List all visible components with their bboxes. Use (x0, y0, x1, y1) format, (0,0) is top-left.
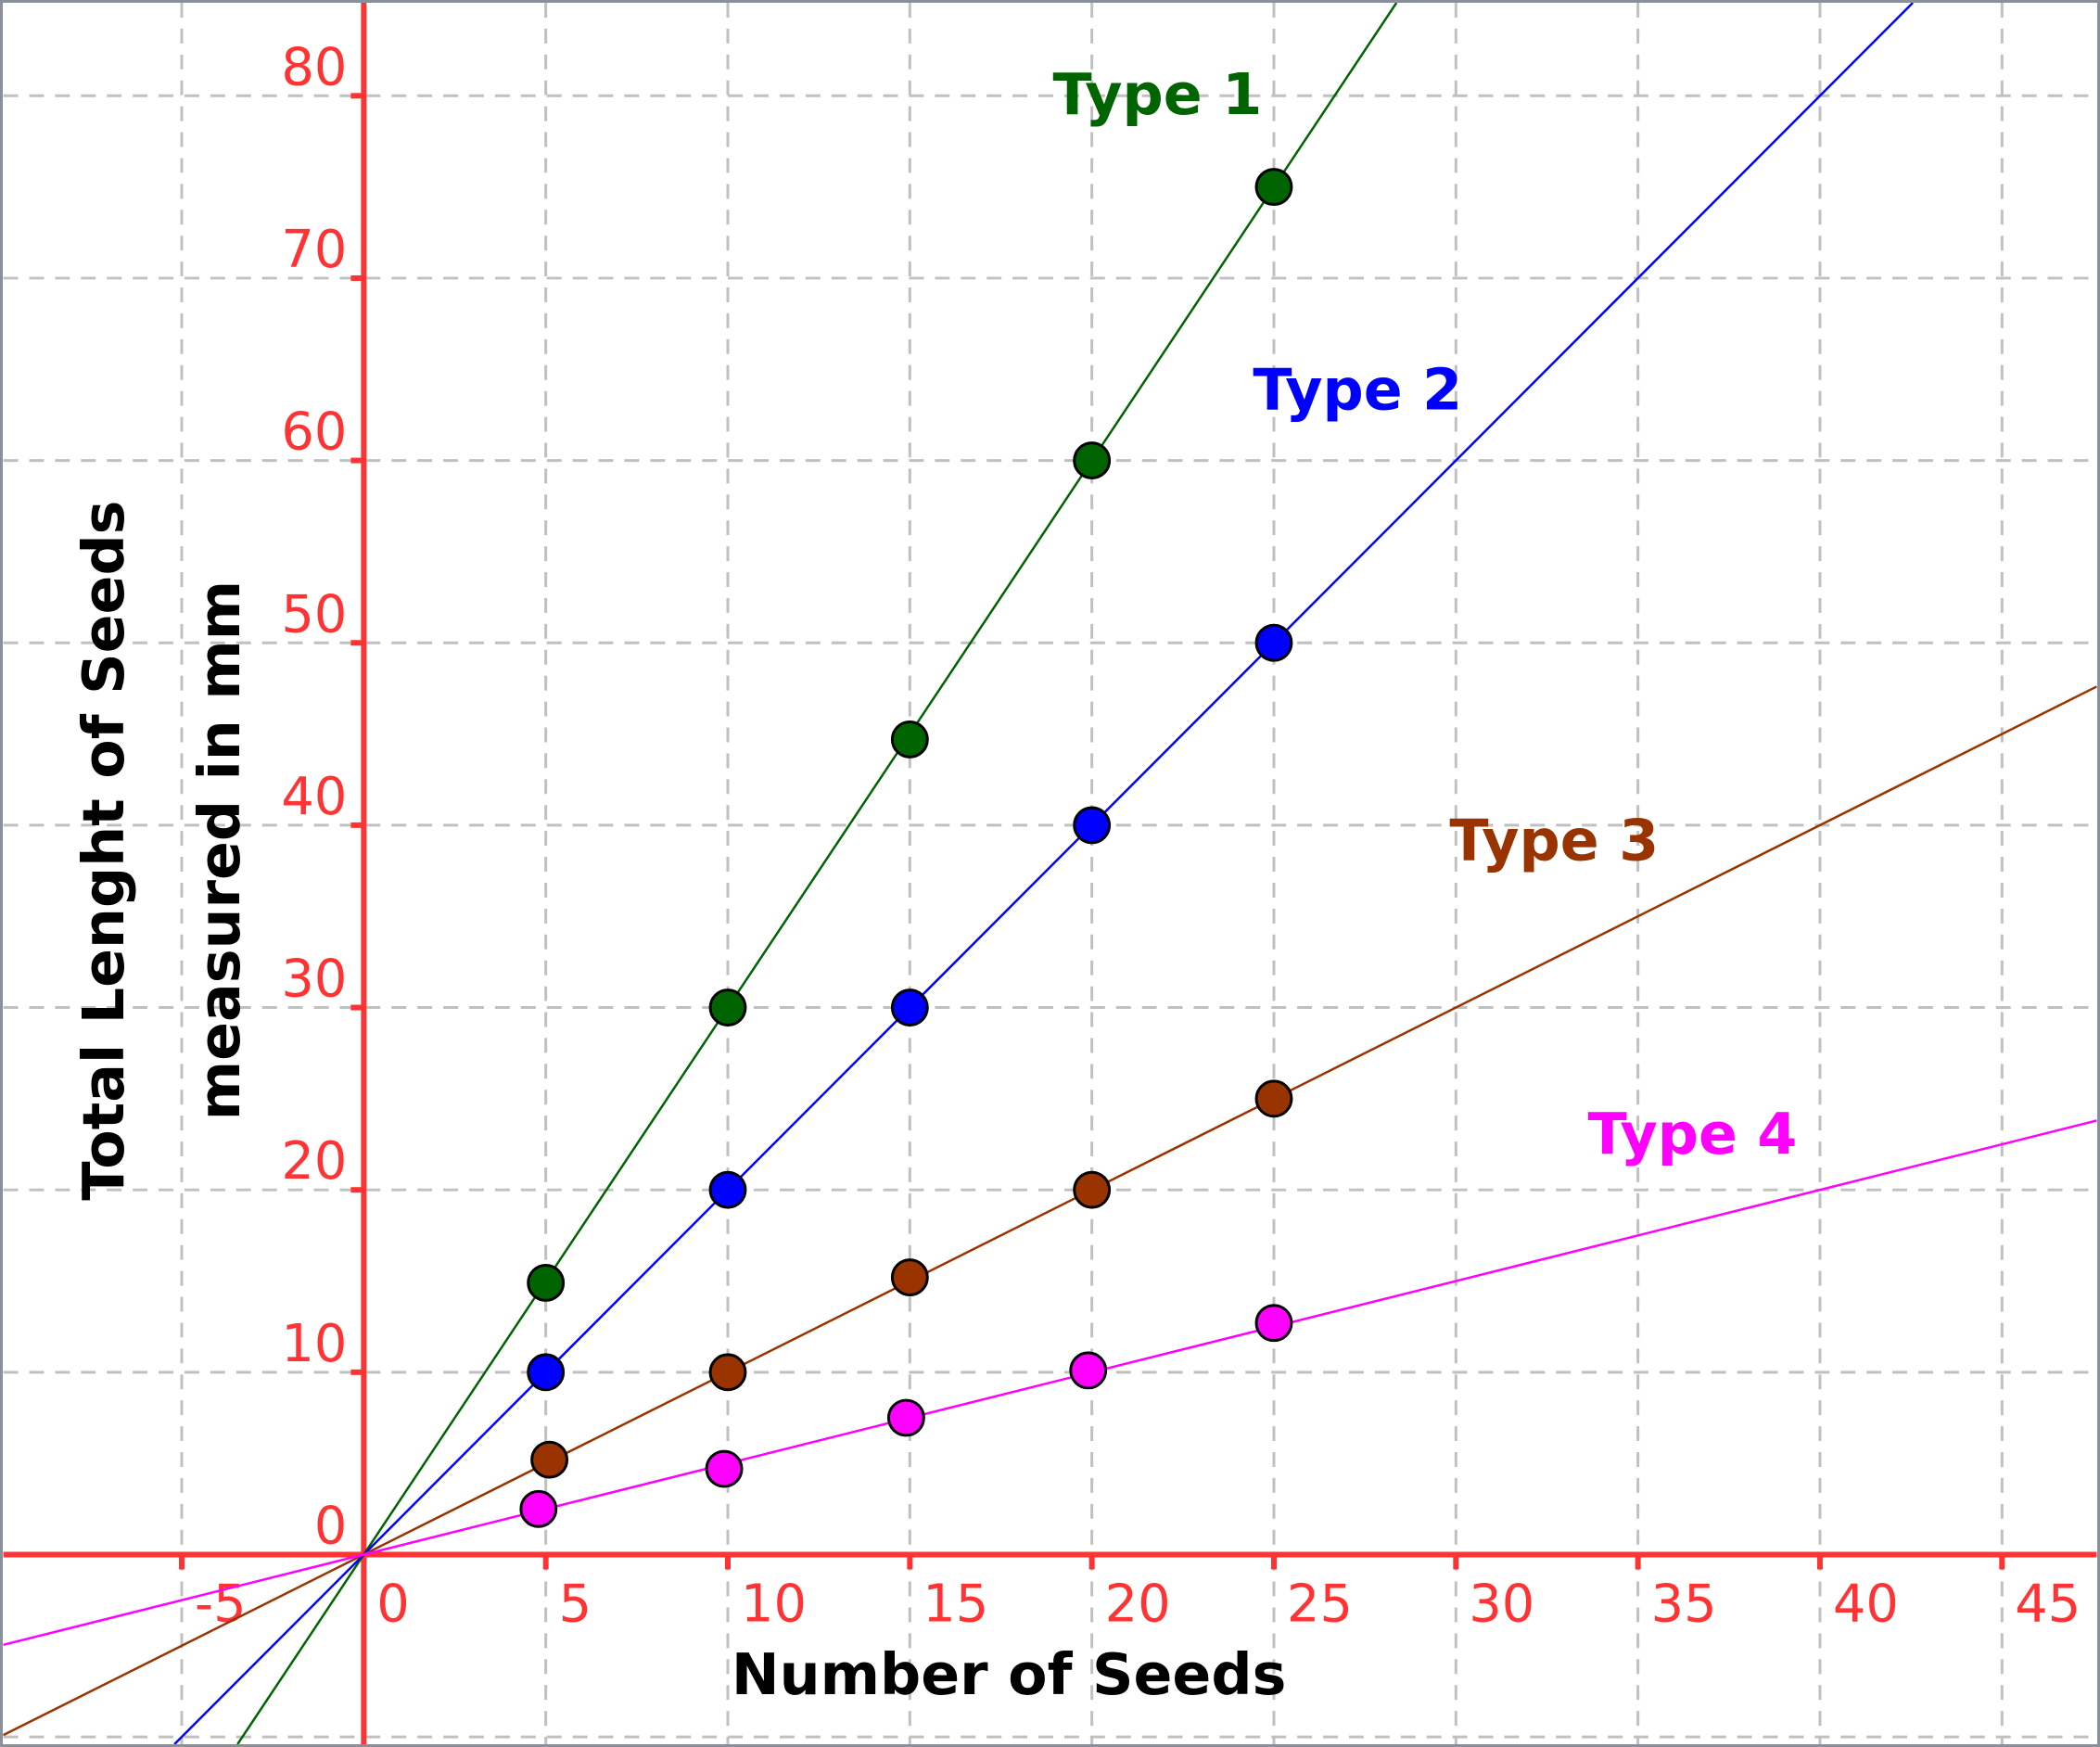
y-axis-title-line2: measured in mm (186, 580, 253, 1120)
data-point (1254, 168, 1293, 207)
y-tick-label: 60 (281, 402, 347, 463)
data-point (708, 988, 747, 1027)
data-point (890, 988, 929, 1027)
data-point (519, 1489, 558, 1528)
y-tick-label: 80 (281, 37, 347, 97)
series-line-3 (3, 685, 2097, 1737)
data-point (705, 1449, 744, 1488)
y-tick-label: 50 (281, 584, 347, 644)
series-lines (3, 3, 2097, 1744)
data-point (708, 1170, 747, 1209)
series-points (519, 168, 1293, 1528)
series-labels: Type 1 Type 2 Type 3 Type 4 (1052, 61, 1797, 1167)
data-point (527, 1264, 566, 1302)
data-point (890, 720, 929, 759)
data-point (1073, 1170, 1112, 1209)
chart: -5 0 5 10 15 20 25 30 35 40 45 0 10 20 30 40 50 60 70 80 Ty… (3, 3, 2097, 1744)
data-point (890, 1258, 929, 1297)
x-tick-label: 35 (1651, 1574, 1717, 1634)
x-tick-label: 20 (1105, 1574, 1171, 1634)
series-label-3: Type 3 (1449, 807, 1659, 874)
x-tick-label: 30 (1469, 1574, 1534, 1634)
x-tick-label: 10 (741, 1574, 807, 1634)
y-tick-label: 20 (281, 1131, 347, 1192)
data-point (1073, 441, 1112, 480)
x-tick-label: 40 (1833, 1574, 1899, 1634)
series-line-1 (236, 3, 1398, 1744)
data-point (527, 1353, 566, 1392)
series-line-2 (173, 3, 1914, 1744)
y-tick-label: 30 (281, 950, 347, 1010)
x-axis-title: Number of Seeds (732, 1641, 1286, 1708)
series-label-2: Type 2 (1253, 357, 1462, 424)
x-tick-label: 15 (923, 1574, 988, 1634)
series-label-4: Type 4 (1588, 1101, 1798, 1167)
y-tick-label: 70 (281, 220, 347, 280)
series-line-4 (3, 1119, 2097, 1647)
x-tick-label: -5 (195, 1574, 247, 1634)
x-tick-label: 45 (2015, 1574, 2081, 1634)
series-label-1: Type 1 (1052, 61, 1262, 128)
data-point (1254, 1304, 1293, 1343)
data-point (886, 1398, 925, 1437)
x-tick-label: 0 (376, 1574, 410, 1634)
y-tick-label: 10 (281, 1314, 347, 1374)
axes: -5 0 5 10 15 20 25 30 35 40 45 0 10 20 30 40 50 60 70 80 (3, 3, 2097, 1744)
data-point (1254, 623, 1293, 662)
data-point (1254, 1079, 1293, 1118)
x-tick-label: 25 (1287, 1574, 1353, 1634)
y-axis-title-line1: Total Lenght of Seeds (70, 501, 137, 1201)
x-tick-label: 5 (559, 1574, 592, 1634)
data-point (1073, 806, 1112, 845)
data-point (530, 1440, 569, 1479)
data-point (708, 1353, 747, 1392)
y-tick-label: 40 (281, 767, 347, 827)
data-point (1069, 1351, 1108, 1390)
y-tick-label: 0 (314, 1497, 348, 1557)
